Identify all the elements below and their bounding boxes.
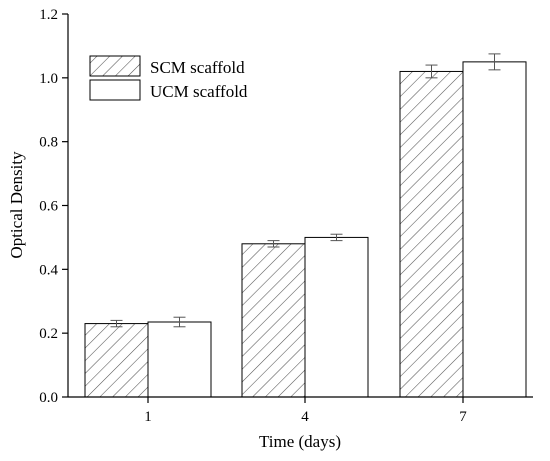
bar-scm-day-1 xyxy=(84,323,149,398)
y-tick-label: 1.2 xyxy=(39,7,58,23)
legend-swatch-ucm xyxy=(89,79,141,101)
x-tick-label: 4 xyxy=(301,409,309,425)
legend: SCM scaffold UCM scaffold xyxy=(89,55,248,101)
legend-label-scm: SCM scaffold xyxy=(150,58,245,77)
y-tick-label: 0.2 xyxy=(39,326,58,342)
x-axis-ticks: 1 4 7 xyxy=(144,397,467,425)
y-axis-ticks: 0.0 0.2 0.4 0.6 0.8 1.0 1.2 xyxy=(39,7,68,406)
bar-ucm-day-4 xyxy=(304,236,369,398)
y-axis-title: Optical Density xyxy=(7,151,26,259)
y-tick-label: 0.0 xyxy=(39,390,58,406)
y-tick-label: 0.6 xyxy=(39,199,58,215)
y-tick-label: 0.4 xyxy=(39,262,58,278)
bar-scm-day-4 xyxy=(241,243,306,398)
x-tick-label: 1 xyxy=(144,409,152,425)
legend-label-ucm: UCM scaffold xyxy=(150,82,248,101)
bars-layer xyxy=(84,61,527,398)
bar-ucm-day-7 xyxy=(462,61,527,398)
legend-swatch-scm xyxy=(89,55,141,77)
x-tick-label: 7 xyxy=(459,409,467,425)
bar-scm-day-7 xyxy=(399,70,464,398)
y-tick-label: 1.0 xyxy=(39,71,58,87)
x-axis-title: Time (days) xyxy=(259,432,341,451)
y-tick-label: 0.8 xyxy=(39,135,58,151)
error-bars-layer xyxy=(110,53,501,328)
bar-ucm-day-1 xyxy=(147,321,212,398)
